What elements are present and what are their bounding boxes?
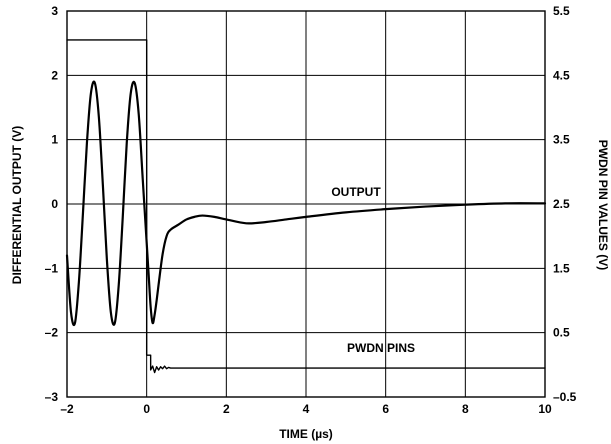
y-left-tick-label: –3: [45, 390, 59, 404]
y-right-tick-label: 1.5: [553, 261, 570, 275]
x-tick-label: 0: [143, 402, 150, 416]
annotation-pwdn-pins: PWDN PINS: [347, 341, 415, 355]
y-right-tick-label: 3.5: [553, 133, 570, 147]
x-tick-label: 2: [223, 402, 230, 416]
y-left-tick-label: 0: [51, 197, 58, 211]
series-group: [65, 39, 547, 374]
y-right-tick-label: 5.5: [553, 4, 570, 18]
x-tick-label: 10: [538, 402, 552, 416]
y-left-tick-label: 2: [51, 68, 58, 82]
y-axis-right-label: PWDN PIN VALUES (V): [596, 140, 610, 270]
annotation-output: OUTPUT: [331, 185, 381, 199]
y-left-tick-label: 3: [51, 4, 58, 18]
tick-labels: –2 0 2 4 6 8 10–3–2–10123–0.50.51.52.53.54.55.…: [45, 4, 577, 416]
y-right-tick-label: 4.5: [553, 68, 570, 82]
series-pwdn-pins: [66, 39, 546, 374]
y-right-tick-label: 0.5: [553, 326, 570, 340]
series-output: [65, 80, 547, 327]
y-right-tick-label: 2.5: [553, 197, 570, 211]
y-left-tick-label: 1: [51, 133, 58, 147]
y-right-tick-label: –0.5: [553, 390, 577, 404]
x-tick-label: –2: [60, 402, 74, 416]
y-left-tick-label: –1: [45, 261, 59, 275]
plot-area-border: [66, 10, 546, 398]
x-tick-label: 8: [462, 402, 469, 416]
x-axis-label: TIME (µs): [279, 427, 333, 441]
y-axis-left-label: DIFFERENTIAL OUTPUT (V): [10, 126, 24, 284]
x-tick-label: 4: [303, 402, 310, 416]
y-left-tick-label: –2: [45, 326, 59, 340]
x-tick-label: 6: [382, 402, 389, 416]
